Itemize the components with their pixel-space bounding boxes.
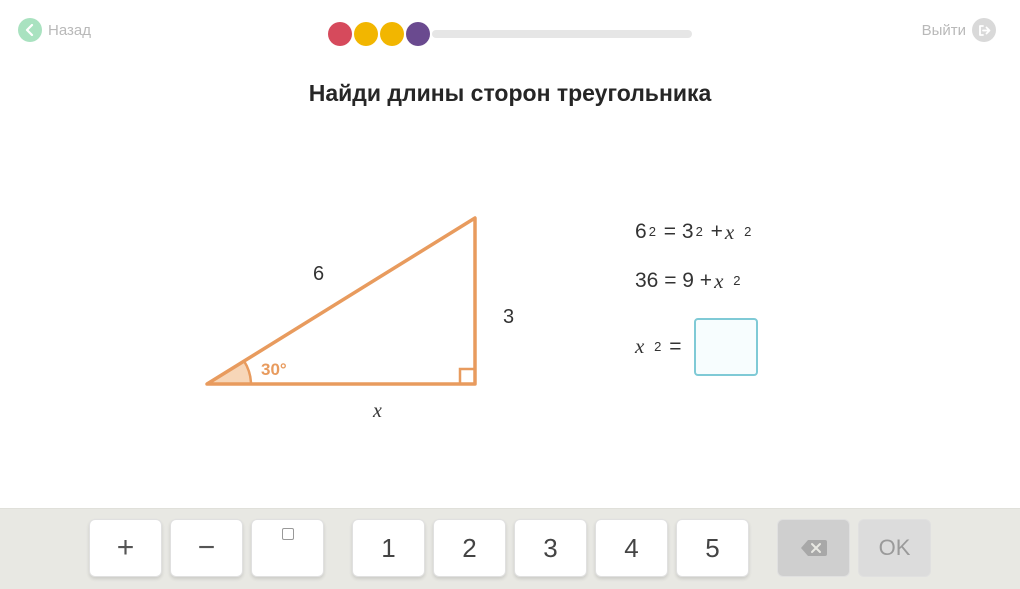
key-4[interactable]: 4 [595,519,668,577]
back-label: Назад [48,22,91,39]
key-minus[interactable]: − [170,519,243,577]
equation-2: 36 = 9 + x 2 [635,269,845,294]
key-plus[interactable]: + [89,519,162,577]
equations: 62 = 32 + x 2 36 = 9 + x 2 x 2 = [635,220,845,376]
key-backspace[interactable] [777,519,850,577]
progress-dot [406,22,430,46]
answer-input[interactable] [694,318,758,376]
label-right-side: 3 [503,306,514,329]
progress-dots [328,22,430,46]
label-angle: 30° [261,360,287,380]
key-2[interactable]: 2 [433,519,506,577]
progress-bar [432,30,692,38]
backspace-icon [799,538,829,558]
progress-dot [354,22,378,46]
equation-3: x 2 = [635,318,845,376]
keypad: + − 1 2 3 4 5 OK [0,508,1020,589]
label-base: x [373,400,382,423]
label-hypotenuse: 6 [313,263,324,286]
exit-button[interactable]: Выйти [922,18,996,42]
exit-icon [972,18,996,42]
triangle-svg [175,208,515,428]
key-superscript[interactable] [251,519,324,577]
key-3[interactable]: 3 [514,519,587,577]
main-area: 6 3 x 30° 62 = 32 + x 2 36 = 9 + x 2 x 2… [0,107,1020,508]
back-icon [18,18,42,42]
key-ok[interactable]: OK [858,519,931,577]
superscript-icon [282,528,294,540]
key-1[interactable]: 1 [352,519,425,577]
page-title: Найди длины сторон треугольника [0,80,1020,107]
triangle-diagram: 6 3 x 30° [175,208,515,428]
exit-label: Выйти [922,22,966,39]
equation-1: 62 = 32 + x 2 [635,220,845,245]
header: Назад Выйти [0,0,1020,52]
progress-dot [380,22,404,46]
progress-indicator [328,22,692,46]
key-5[interactable]: 5 [676,519,749,577]
back-button[interactable]: Назад [18,18,91,42]
progress-dot [328,22,352,46]
